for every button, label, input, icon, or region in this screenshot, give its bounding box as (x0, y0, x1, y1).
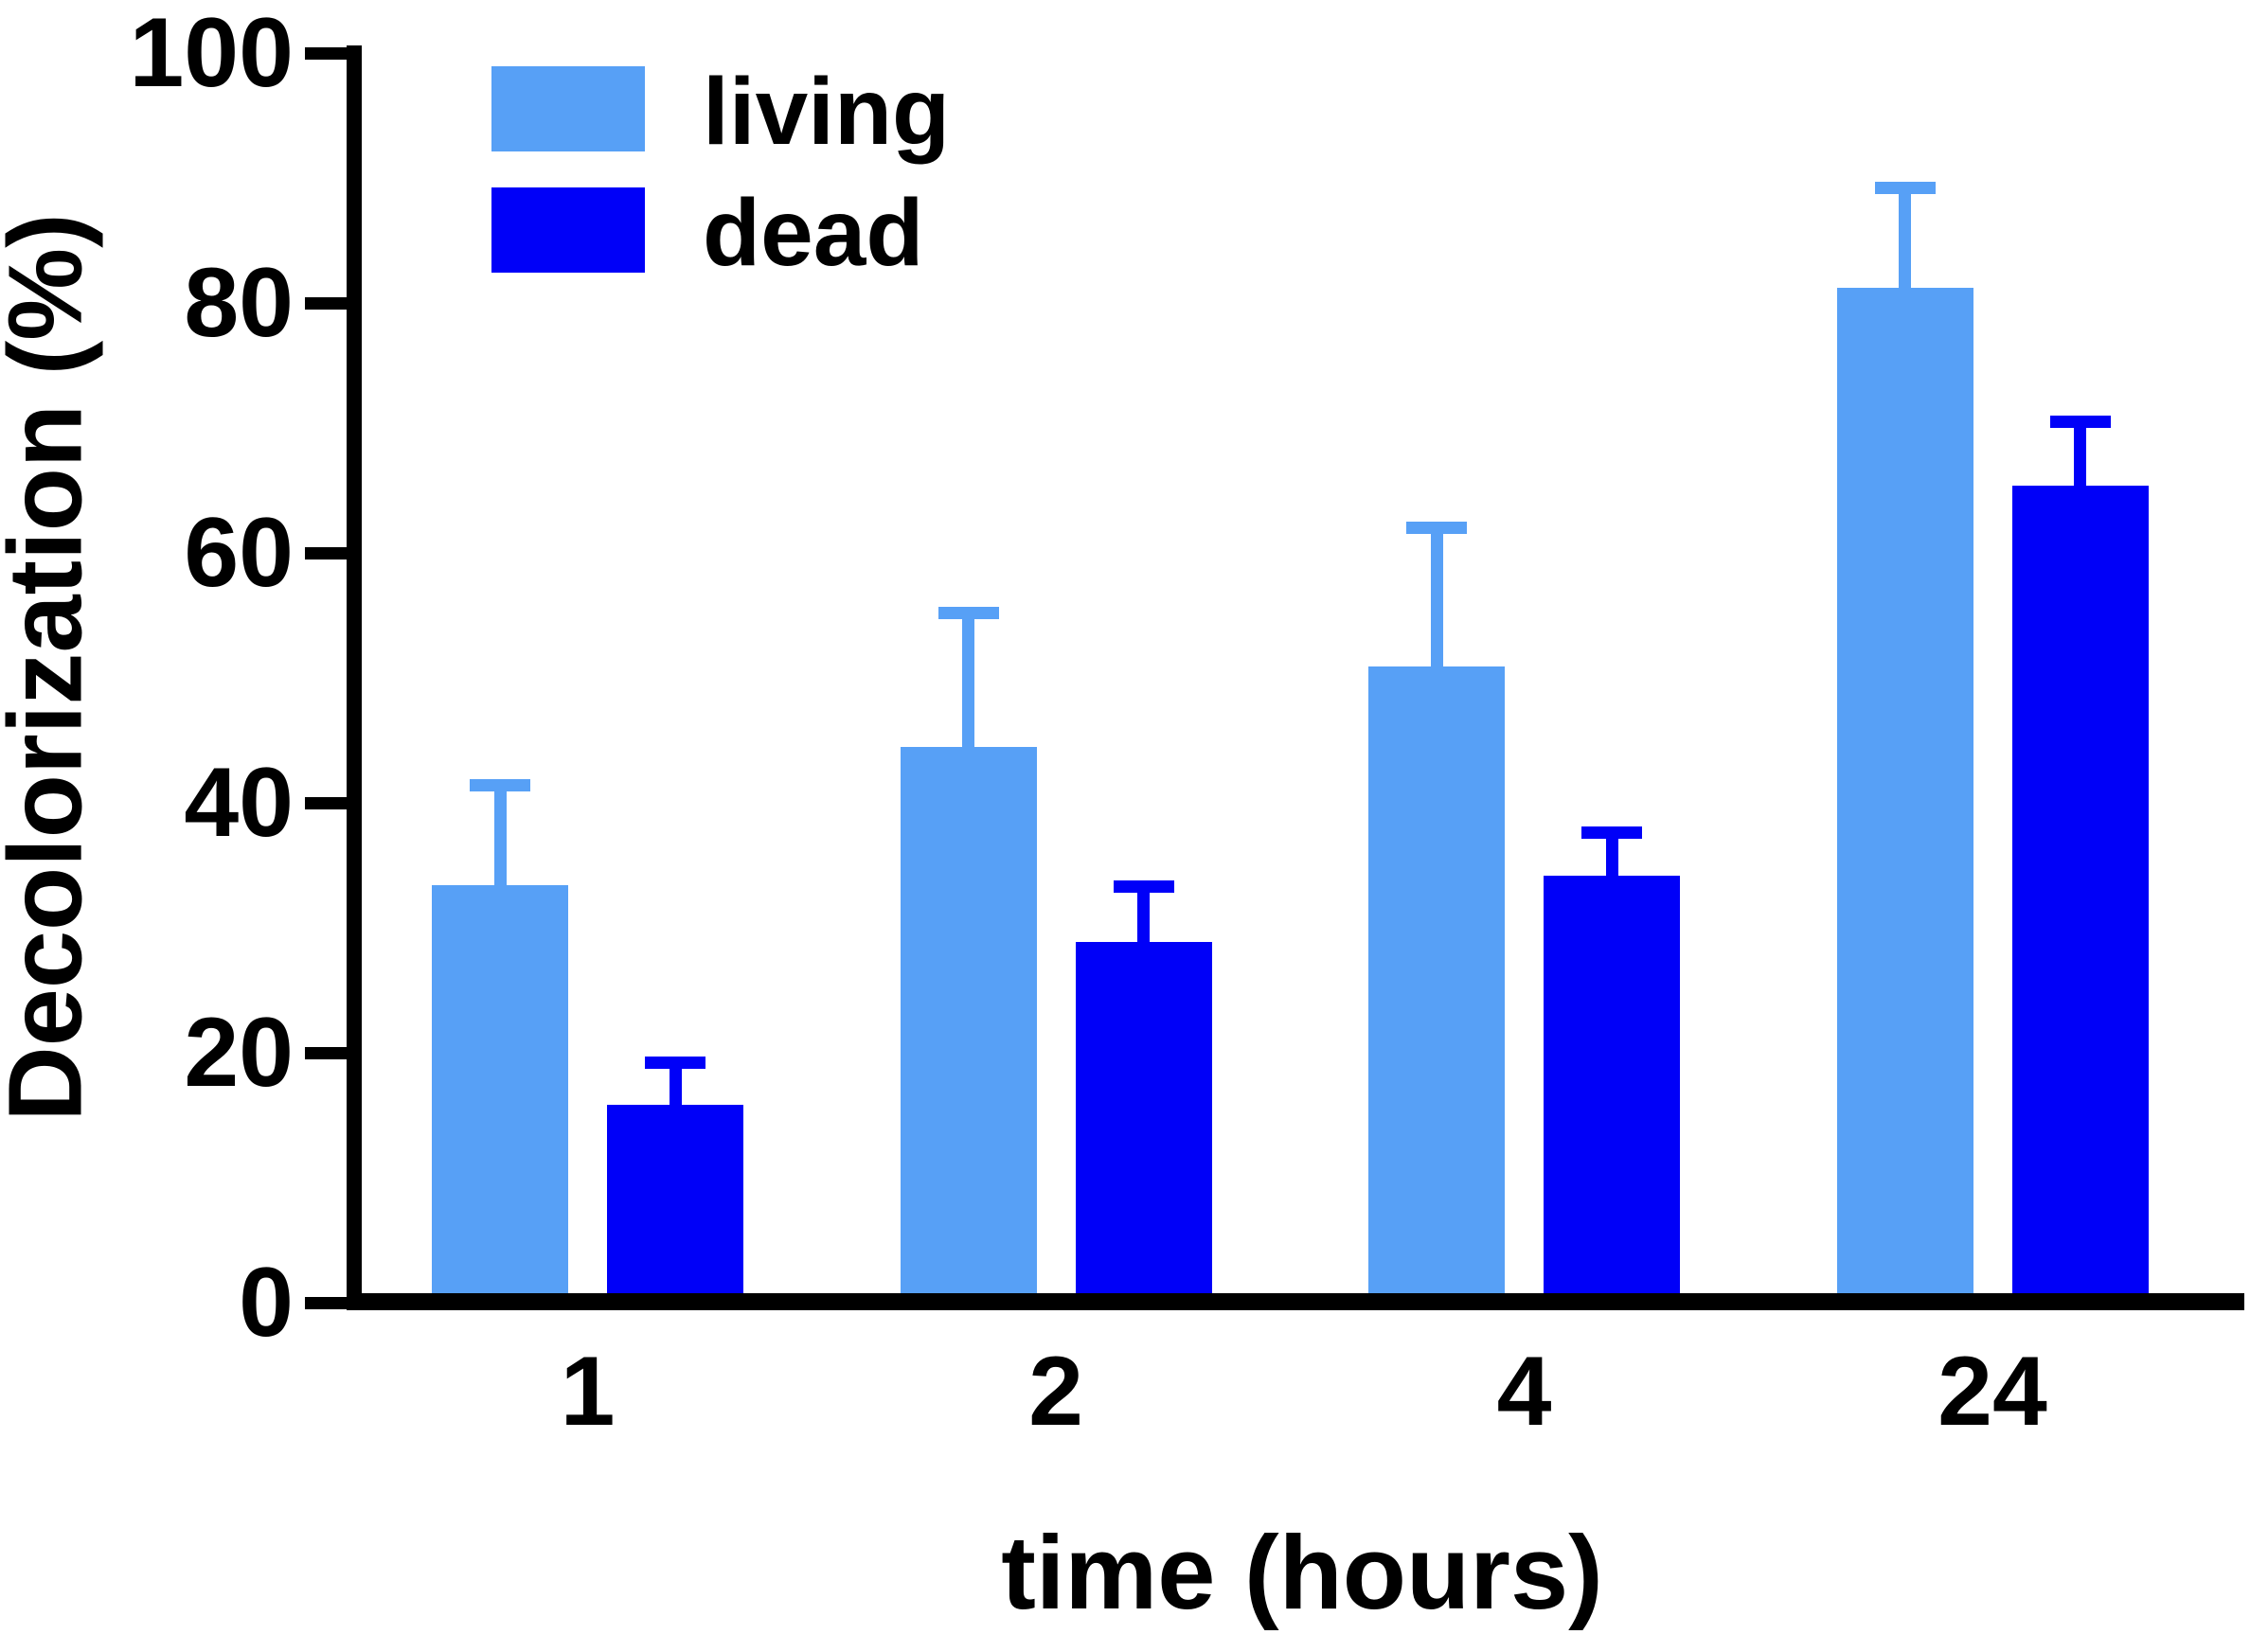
error-whisker-dead-24h (2074, 421, 2086, 486)
x-tick-label-4: 4 (1496, 1337, 1552, 1447)
error-cap-living-24h (1874, 182, 1936, 195)
bar-living-1h (432, 885, 568, 1303)
y-tick-80 (305, 296, 348, 310)
y-tick-label-40: 40 (184, 748, 294, 858)
y-tick-label-0: 0 (239, 1248, 294, 1358)
legend-swatch-dead (491, 187, 645, 273)
bar-dead-2h (1075, 941, 1212, 1303)
legend: living dead (0, 0, 2250, 284)
y-tick-20 (305, 1046, 348, 1059)
y-tick-0 (305, 1296, 348, 1309)
bar-living-2h (900, 746, 1037, 1303)
bar-dead-1h (607, 1105, 743, 1303)
legend-label-dead: dead (703, 180, 924, 286)
y-tick-60 (305, 546, 348, 560)
error-whisker-dead-2h (1137, 886, 1150, 942)
y-tick-label-80: 80 (184, 248, 294, 358)
error-cap-living-1h (470, 779, 530, 792)
error-cap-living-2h (938, 606, 999, 619)
legend-label-living: living (703, 59, 951, 165)
error-cap-living-4h (1406, 522, 1467, 535)
error-whisker-living-2h (962, 613, 974, 747)
error-whisker-living-24h (1899, 187, 1911, 289)
error-whisker-dead-4h (1605, 832, 1618, 876)
error-cap-dead-1h (645, 1057, 705, 1070)
bar-dead-24h (2011, 485, 2149, 1303)
error-cap-dead-4h (1581, 826, 1642, 840)
bar-dead-4h (1544, 875, 1680, 1303)
bar-living-4h (1368, 666, 1505, 1303)
error-cap-dead-24h (2049, 415, 2111, 428)
legend-swatch-living (491, 66, 645, 151)
x-tick-label-2: 2 (1028, 1337, 1083, 1447)
y-tick-label-20: 20 (184, 998, 294, 1108)
y-axis-line (347, 45, 362, 1310)
x-axis-line (347, 1293, 2244, 1310)
error-whisker-dead-1h (669, 1062, 682, 1106)
y-tick-label-100: 100 (129, 0, 294, 108)
y-tick-100 (305, 46, 348, 60)
error-whisker-living-4h (1430, 527, 1443, 667)
y-tick-label-60: 60 (184, 498, 294, 608)
error-cap-dead-2h (1113, 879, 1174, 893)
y-tick-40 (305, 796, 348, 809)
x-tick-label-1: 1 (560, 1337, 616, 1447)
x-axis-title: time (hours) (1001, 1515, 1603, 1631)
bar-living-24h (1836, 288, 1973, 1303)
x-tick-label-24: 24 (1938, 1337, 2047, 1447)
error-whisker-living-1h (493, 785, 507, 886)
